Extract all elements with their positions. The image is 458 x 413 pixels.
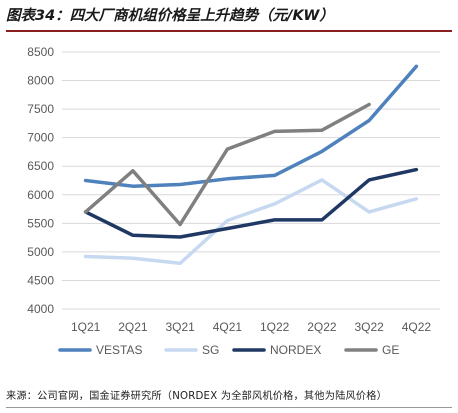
y-tick-label-4500: 4500	[27, 273, 54, 287]
x-tick-label-1Q22: 1Q22	[260, 320, 290, 334]
legend-label-vestas: VESTAS	[96, 343, 142, 357]
chart-title: 图表34：四大厂商机组价格呈上升趋势（元/KW）	[6, 8, 334, 24]
y-axis-ticks: 4000 4500 5000 5500 6000 6500 7000 7500 8000 8500	[27, 45, 54, 316]
bottom-divider	[6, 407, 452, 408]
title-divider	[6, 30, 452, 32]
series-line-ge	[83, 102, 371, 227]
x-tick-label-3Q21: 3Q21	[165, 320, 195, 334]
series-line-nordex	[83, 167, 419, 239]
legend-label-sg: SG	[202, 343, 219, 357]
x-tick-label-4Q21: 4Q21	[213, 320, 243, 334]
y-tick-label-4000: 4000	[27, 302, 54, 316]
source-note: 来源：公司官网，国金证券研究所（NORDEX 为全部风机价格，其他为陆风价格）	[6, 391, 388, 402]
line-chart: 4000 4500 5000 5500 6000 6500 7000 7500 8000 8500…	[27, 45, 440, 357]
gridlines	[62, 51, 440, 310]
y-tick-label-5000: 5000	[27, 245, 54, 259]
y-tick-label-7500: 7500	[27, 102, 54, 116]
y-tick-label-7000: 7000	[27, 131, 54, 145]
series-line-vestas	[83, 64, 419, 188]
y-tick-label-6000: 6000	[27, 188, 54, 202]
x-tick-label-3Q22: 3Q22	[354, 320, 384, 334]
series-line-sg	[83, 178, 419, 266]
x-tick-label-2Q22: 2Q22	[307, 320, 337, 334]
legend-label-nordex: NORDEX	[270, 343, 321, 357]
y-tick-label-5500: 5500	[27, 216, 54, 230]
series-lines	[83, 64, 419, 266]
legend-label-ge: GE	[382, 343, 399, 357]
y-tick-label-8000: 8000	[27, 74, 54, 88]
y-tick-label-8500: 8500	[27, 45, 54, 59]
legend: VESTAS SG NORDEX GE	[58, 343, 399, 357]
x-tick-label-1Q21: 1Q21	[71, 320, 101, 334]
x-axis-ticks: 1Q21 2Q21 3Q21 4Q21 1Q22 2Q22 3Q22 4Q22	[71, 320, 431, 334]
y-tick-label-6500: 6500	[27, 159, 54, 173]
x-tick-label-4Q22: 4Q22	[402, 320, 432, 334]
x-tick-label-2Q21: 2Q21	[118, 320, 148, 334]
